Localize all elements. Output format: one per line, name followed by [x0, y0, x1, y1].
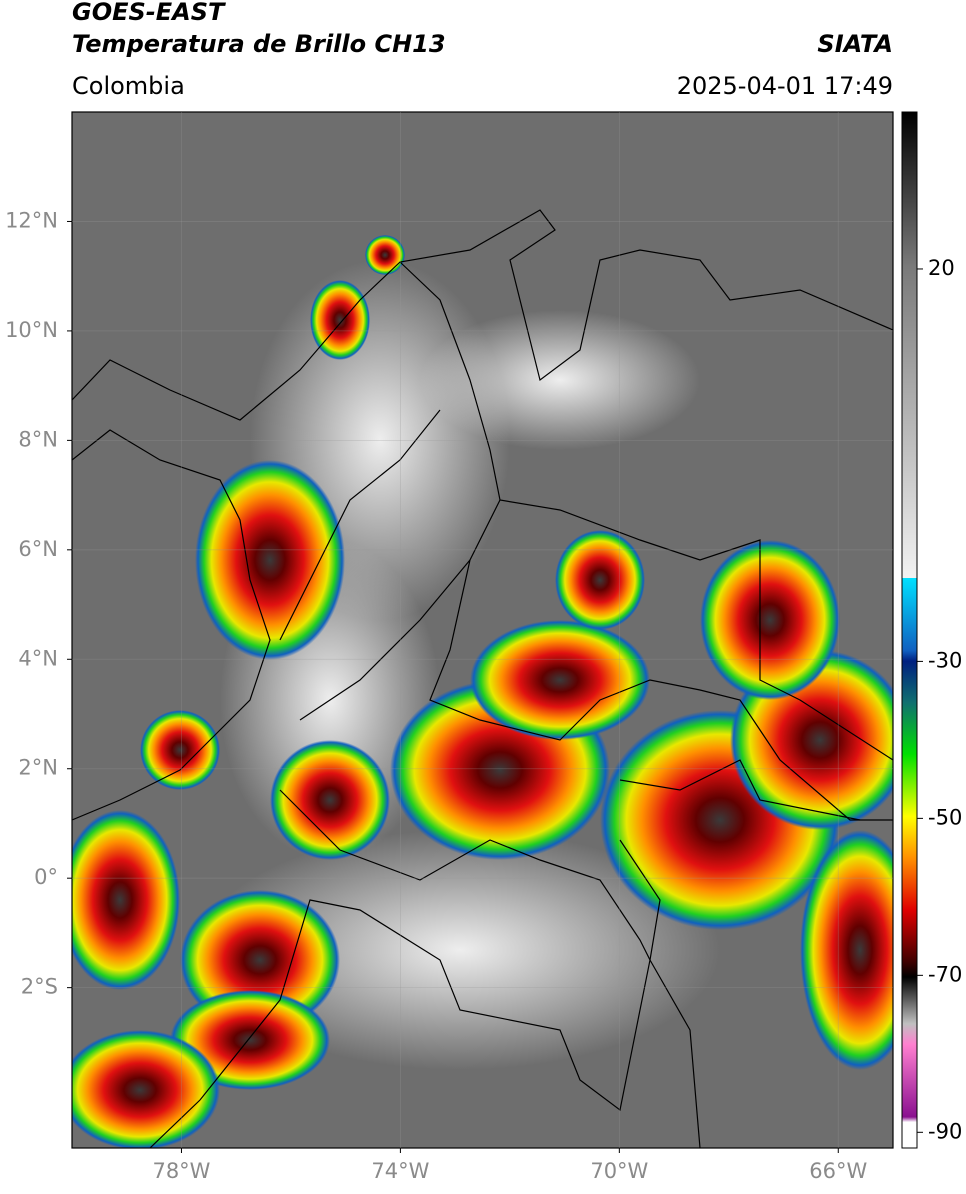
colorbar-tick-label: -70 [928, 962, 962, 986]
y-tick-label: 6°N [18, 537, 58, 561]
colorbar [901, 111, 918, 1149]
y-tick-label: 10°N [5, 318, 58, 342]
colorbar-tick-label: 20 [928, 256, 955, 280]
x-tick-label: 78°W [152, 1159, 210, 1183]
y-tick-label: 8°N [18, 427, 58, 451]
region: Colombia [72, 72, 185, 100]
colorbar-tick-label: -50 [928, 805, 962, 829]
subtitle: Temperatura de Brillo CH13 [72, 30, 446, 58]
y-tick-label: 2°N [18, 756, 58, 780]
y-tick-label: 0° [34, 865, 58, 889]
x-tick-label: 70°W [590, 1159, 648, 1183]
colorbar-tick-label: -30 [928, 648, 962, 672]
title: GOES-EAST [72, 0, 226, 26]
map-frame [71, 111, 894, 1149]
x-tick-label: 66°W [809, 1159, 867, 1183]
colorbar-tick-label: -90 [928, 1119, 962, 1143]
y-tick-label: 4°N [18, 646, 58, 670]
y-tick-label: 2°S [21, 975, 58, 999]
y-tick-label: 12°N [5, 208, 58, 232]
x-tick-label: 74°W [371, 1159, 429, 1183]
datetime: 2025-04-01 17:49 [677, 72, 893, 100]
source: SIATA [817, 30, 893, 58]
satellite-image [72, 112, 893, 1148]
